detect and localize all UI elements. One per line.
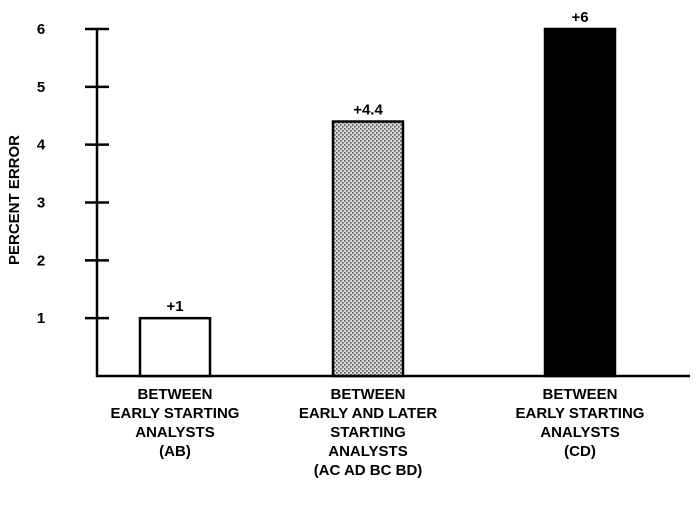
category-label-3-line: BETWEEN xyxy=(543,386,618,403)
bar-3 xyxy=(543,27,617,378)
category-label-3-line: (CD) xyxy=(564,443,596,460)
category-label-2-line: (AC AD BC BD) xyxy=(314,462,423,479)
category-label-3-line: ANALYSTS xyxy=(540,424,619,441)
category-label-2-line: ANALYSTS xyxy=(328,443,407,460)
y-tick-label: 6 xyxy=(37,21,45,38)
category-label-3-line: EARLY STARTING xyxy=(516,405,645,422)
bar-1 xyxy=(138,316,212,378)
y-tick-label: 2 xyxy=(37,252,45,269)
category-label-2-line: EARLY AND LATER xyxy=(299,405,438,422)
category-label-1-line: ANALYSTS xyxy=(135,424,214,441)
category-label-2-line: STARTING xyxy=(330,424,406,441)
y-tick-label: 3 xyxy=(37,195,45,212)
category-label-1-line: BETWEEN xyxy=(138,386,213,403)
data-label-3: +6 xyxy=(571,9,588,26)
category-label-1-line: EARLY STARTING xyxy=(111,405,240,422)
category-label-2-line: BETWEEN xyxy=(331,386,406,403)
data-label-2: +4.4 xyxy=(353,102,383,119)
bar-2 xyxy=(331,120,405,378)
y-tick-label: 1 xyxy=(37,310,45,327)
y-tick-label: 5 xyxy=(37,79,45,96)
y-axis-title: PERCENT ERROR xyxy=(6,135,23,265)
data-label-1: +1 xyxy=(166,298,183,315)
y-tick-label: 4 xyxy=(37,137,46,154)
category-label-1-line: (AB) xyxy=(159,443,191,460)
